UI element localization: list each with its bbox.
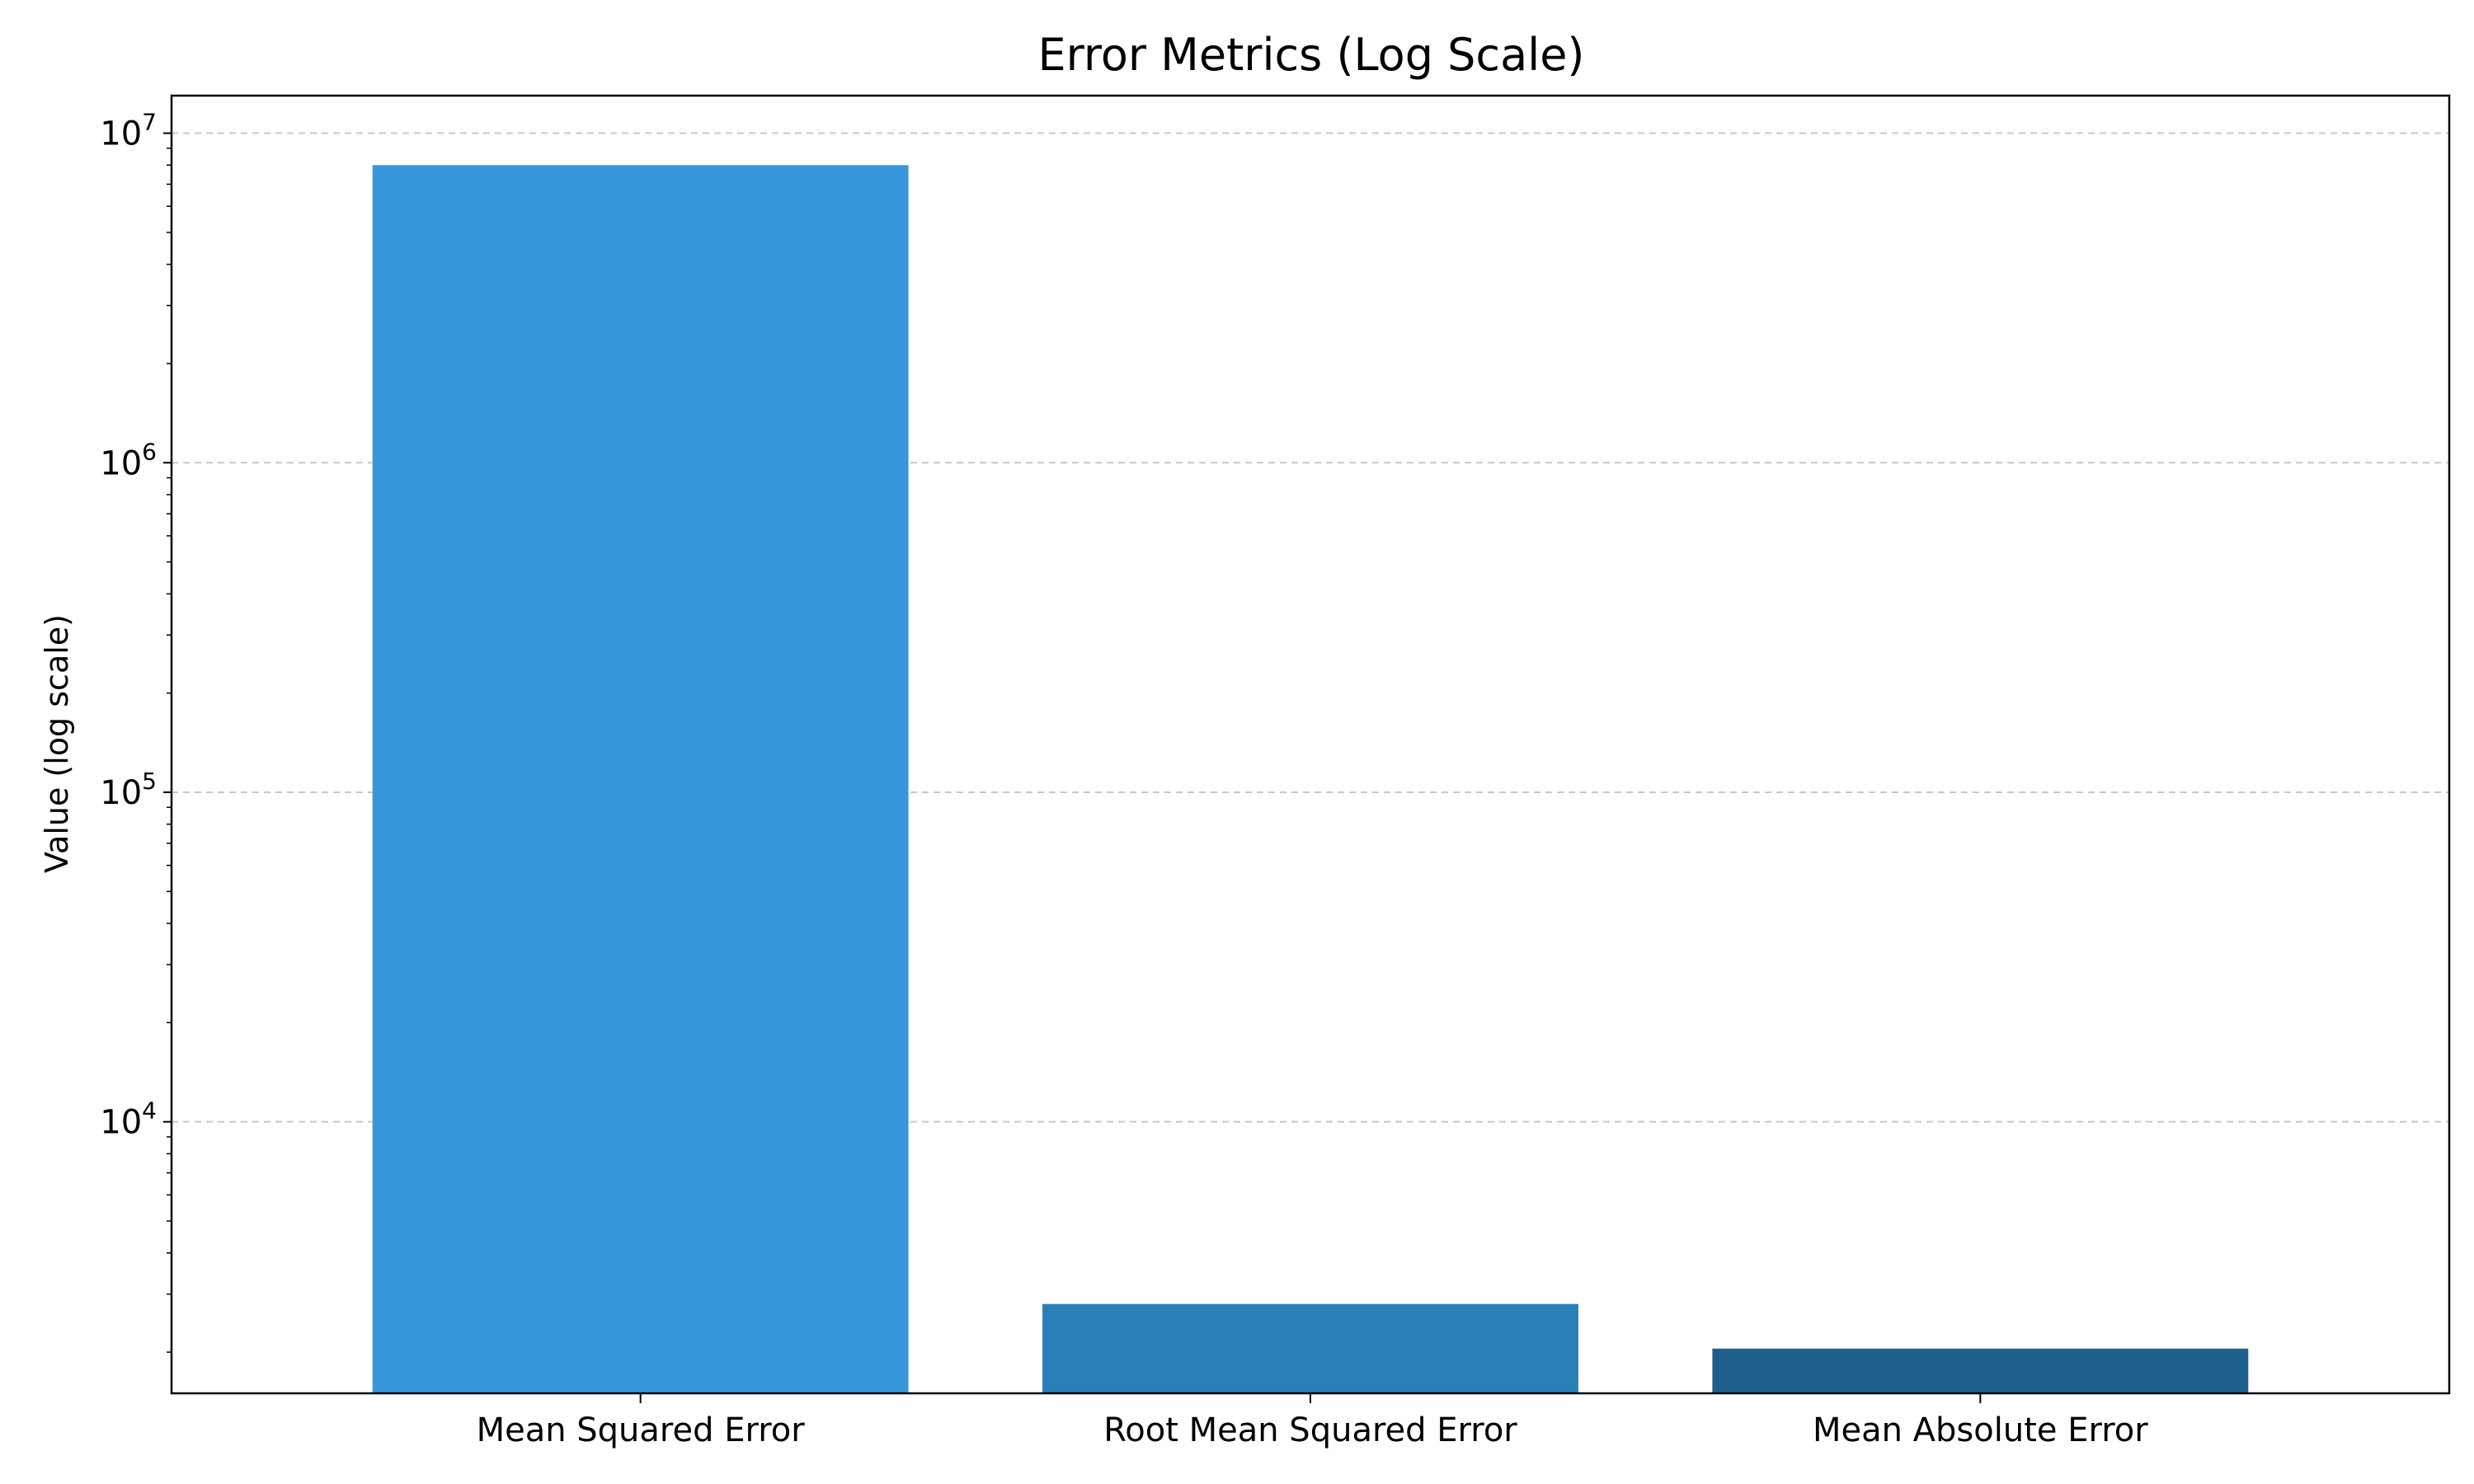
bar-3 <box>1712 1348 2249 1393</box>
chart-title: Error Metrics (Log Scale) <box>1037 29 1584 81</box>
x-tick-labels: Mean Squared Error Root Mean Squared Erro… <box>477 1411 2149 1449</box>
bars <box>372 165 2249 1393</box>
y-tick-labels: 104 105 106 107 <box>100 109 157 1142</box>
bar-1 <box>372 165 909 1393</box>
y-tick-label: 104 <box>100 1097 157 1142</box>
y-tick-label: 105 <box>100 768 157 812</box>
axis-ticks <box>163 132 1982 1403</box>
bar-2 <box>1042 1303 1578 1393</box>
y-tick-label: 106 <box>100 438 157 482</box>
x-tick-label: Root Mean Squared Error <box>1103 1411 1517 1449</box>
grid-lines <box>172 132 2449 1123</box>
y-tick-label: 107 <box>100 109 157 153</box>
x-tick-label: Mean Squared Error <box>477 1411 806 1449</box>
x-tick-label: Mean Absolute Error <box>1813 1411 2148 1449</box>
y-axis-label: Value (log scale) <box>39 614 75 873</box>
